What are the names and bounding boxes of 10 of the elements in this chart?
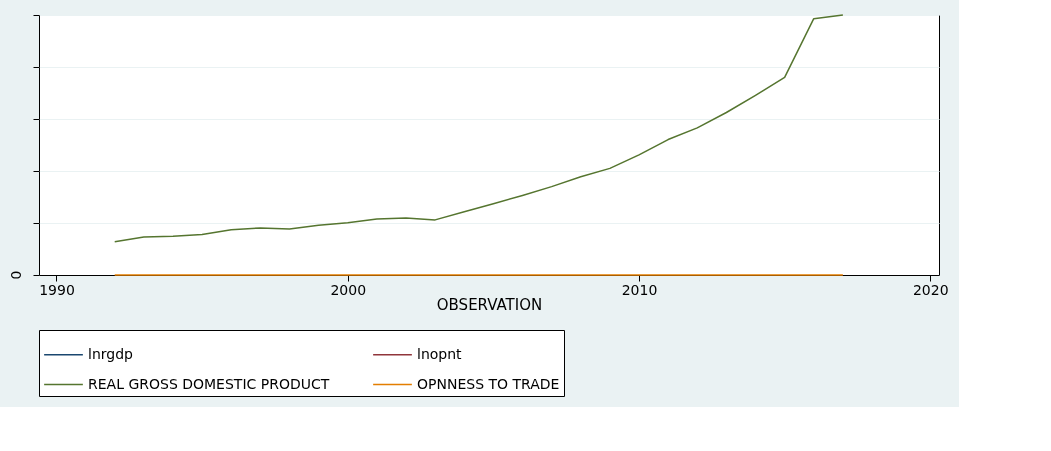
x-tick-label: 2020 (912, 281, 949, 298)
text: 0 (8, 270, 24, 280)
x-tick-label: 2000 (330, 281, 367, 298)
legend-label: lnrgdp (88, 345, 134, 362)
x-tick-label: 2010 (621, 281, 658, 298)
legend-label: OPNNESS TO TRADE (417, 375, 560, 392)
legend-label: REAL GROSS DOMESTIC PRODUCT (88, 375, 330, 392)
x-tick-label: 1990 (39, 281, 75, 298)
x-axis-title: OBSERVATION (436, 295, 543, 314)
legend-label: lnopnt (417, 345, 463, 362)
